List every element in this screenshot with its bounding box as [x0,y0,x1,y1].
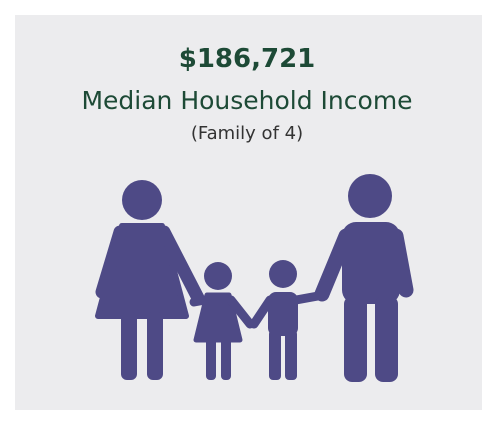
income-label: Median Household Income [81,86,413,115]
income-note: (Family of 4) [190,123,304,144]
panel [15,15,482,410]
income-value: $186,721 [178,44,316,74]
